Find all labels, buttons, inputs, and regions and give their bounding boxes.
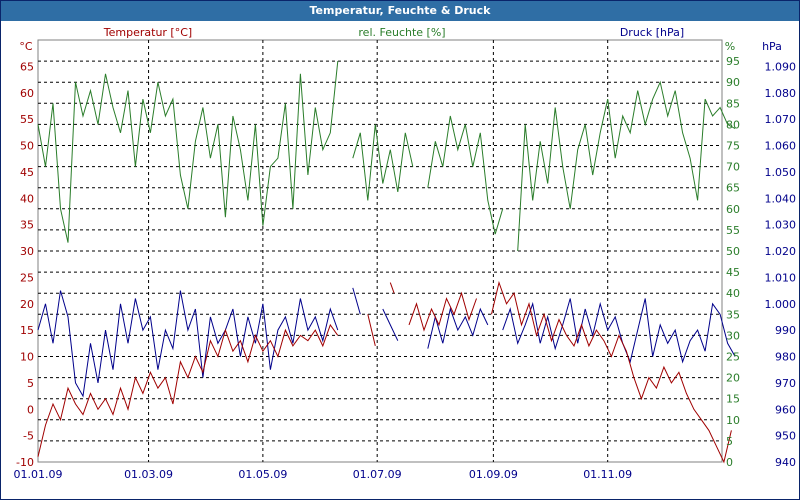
chart: 01.01.09 01.03.09 01.05.09 01.07.09 01.09.09… — [14, 26, 796, 481]
pressure-tick-label: 1.010 — [765, 271, 797, 284]
series-line-pressure — [37, 290, 339, 398]
series-line-humidity — [352, 124, 414, 201]
humidity-tick-label: 45 — [726, 266, 740, 279]
humidity-tick-label: 20 — [726, 372, 740, 385]
series-line-humidity — [427, 115, 504, 235]
pressure-tick-label: 980 — [775, 351, 796, 364]
temperature-tick-label: 40 — [20, 192, 34, 205]
pressure-tick-label: 1.090 — [765, 60, 797, 73]
temperature-tick-label: 10 — [20, 351, 34, 364]
temperature-tick-label: 30 — [20, 245, 34, 258]
x-tick-label: 01.05.09 — [238, 468, 287, 481]
series-line-humidity — [37, 61, 339, 243]
humidity-tick-label: 70 — [726, 161, 740, 174]
humidity-tick-label: 55 — [726, 224, 740, 237]
humidity-tick-label: 0 — [726, 456, 733, 469]
series-line-humidity — [517, 80, 736, 252]
temperature-tick-label: 0 — [27, 403, 34, 416]
series-line-temperature — [491, 280, 732, 464]
pressure-unit: hPa — [762, 40, 782, 53]
x-tick-label: 01.03.09 — [124, 468, 173, 481]
pressure-tick-label: 1.030 — [765, 219, 797, 232]
pressure-tick-label: 1.020 — [765, 245, 797, 258]
pressure-axis-title: Druck [hPa] — [620, 26, 684, 39]
humidity-tick-label: 15 — [726, 393, 740, 406]
pressure-tick-label: 970 — [775, 377, 796, 390]
series-line-pressure — [502, 298, 736, 364]
humidity-tick-label: 65 — [726, 182, 740, 195]
humidity-tick-label: 75 — [726, 140, 740, 153]
humidity-tick-label: 40 — [726, 287, 740, 300]
temperature-tick-label: 55 — [20, 113, 34, 126]
temperature-tick-label: 25 — [20, 271, 34, 284]
temperature-tick-label: 20 — [20, 298, 34, 311]
series-layer — [37, 61, 736, 464]
pressure-tick-label: 990 — [775, 324, 796, 337]
series-line-temperature — [389, 282, 395, 294]
temperature-tick-label: 5 — [27, 377, 34, 390]
temperature-tick-label: 50 — [20, 140, 34, 153]
series-line-pressure — [352, 287, 361, 315]
humidity-tick-label: 5 — [726, 435, 733, 448]
temperature-tick-label: -5 — [23, 430, 34, 443]
x-tick-label: 01.11.09 — [583, 468, 632, 481]
x-tick-label: 01.07.09 — [353, 468, 402, 481]
humidity-tick-label: 30 — [726, 329, 740, 342]
pressure-tick-label: 1.040 — [765, 192, 797, 205]
pressure-tick-label: 1.050 — [765, 166, 797, 179]
humidity-tick-label: 85 — [726, 97, 740, 110]
pressure-tick-label: 1.080 — [765, 87, 797, 100]
humidity-tick-label: 50 — [726, 245, 740, 258]
temperature-tick-label: 65 — [20, 60, 34, 73]
temperature-tick-label: 15 — [20, 324, 34, 337]
temperature-tick-label: 60 — [20, 87, 34, 100]
series-line-temperature — [367, 314, 376, 347]
window-title: Temperatur, Feuchte & Druck — [1, 1, 799, 21]
pressure-tick-label: 1.070 — [765, 113, 797, 126]
temperature-tick-label: -10 — [16, 456, 34, 469]
pressure-tick-label: 1.060 — [765, 140, 797, 153]
series-line-temperature — [37, 323, 339, 457]
temperature-axis-title: Temperatur [°C] — [103, 26, 192, 39]
series-line-temperature — [408, 291, 477, 332]
humidity-tick-label: 25 — [726, 351, 740, 364]
temperature-tick-label: 35 — [20, 219, 34, 232]
x-tick-label: 01.09.09 — [469, 468, 518, 481]
humidity-tick-label: 60 — [726, 203, 740, 216]
pressure-tick-label: 940 — [775, 456, 796, 469]
humidity-unit: % — [725, 40, 735, 53]
humidity-tick-label: 90 — [726, 76, 740, 89]
pressure-tick-label: 1.000 — [765, 298, 797, 311]
humidity-tick-label: 35 — [726, 308, 740, 321]
x-tick-label: 01.01.09 — [14, 468, 63, 481]
humidity-tick-label: 80 — [726, 118, 740, 131]
temperature-tick-label: 45 — [20, 166, 34, 179]
series-line-pressure — [427, 307, 489, 349]
temperature-unit: °C — [19, 40, 33, 53]
pressure-tick-label: 950 — [775, 430, 796, 443]
pressure-tick-label: 960 — [775, 403, 796, 416]
axes-layer: 01.01.09 01.03.09 01.05.09 01.07.09 01.09.09… — [14, 55, 796, 481]
series-line-pressure — [382, 308, 399, 341]
humidity-axis-title: rel. Feuchte [%] — [358, 26, 445, 39]
humidity-tick-label: 95 — [726, 55, 740, 68]
humidity-tick-label: 10 — [726, 414, 740, 427]
